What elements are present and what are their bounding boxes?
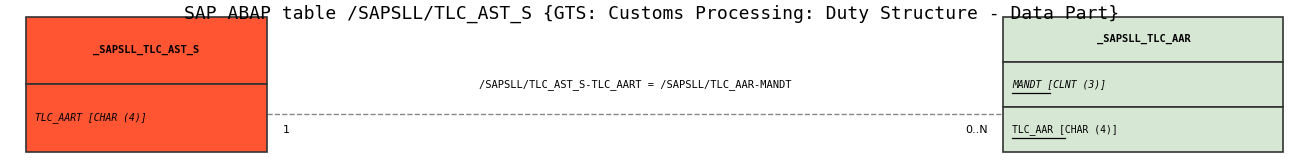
Text: /SAPSLL/TLC_AST_S-TLC_AART = /SAPSLL/TLC_AAR-MANDT: /SAPSLL/TLC_AST_S-TLC_AART = /SAPSLL/TLC… — [480, 79, 791, 90]
FancyBboxPatch shape — [1003, 62, 1283, 107]
Text: 0..N: 0..N — [966, 125, 988, 135]
Text: TLC_AART [CHAR (4)]: TLC_AART [CHAR (4)] — [35, 113, 147, 123]
Text: TLC_AAR [CHAR (4)]: TLC_AAR [CHAR (4)] — [1012, 124, 1118, 135]
Text: _SAPSLL_TLC_AAR: _SAPSLL_TLC_AAR — [1097, 34, 1190, 44]
Text: SAP ABAP table /SAPSLL/TLC_AST_S {GTS: Customs Processing: Duty Structure - Data: SAP ABAP table /SAPSLL/TLC_AST_S {GTS: C… — [184, 5, 1119, 23]
FancyBboxPatch shape — [1003, 16, 1283, 62]
FancyBboxPatch shape — [26, 84, 267, 152]
Text: _SAPSLL_TLC_AST_S: _SAPSLL_TLC_AST_S — [94, 45, 199, 55]
FancyBboxPatch shape — [26, 16, 267, 84]
Text: MANDT [CLNT (3)]: MANDT [CLNT (3)] — [1012, 79, 1106, 89]
Text: 1: 1 — [283, 125, 289, 135]
FancyBboxPatch shape — [1003, 107, 1283, 152]
